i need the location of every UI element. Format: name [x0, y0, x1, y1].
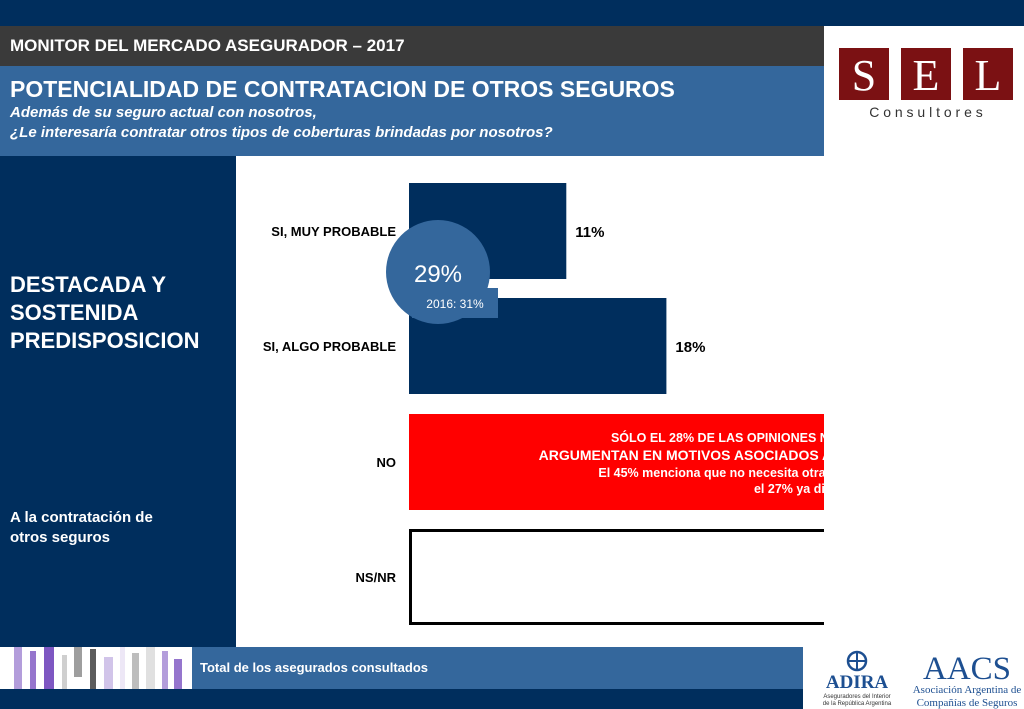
adira-sub-1: Aseguradores del Interior: [823, 694, 890, 700]
headline: DESTACADA Y SOSTENIDA PREDISPOSICION: [10, 271, 230, 355]
logo-box-e: [901, 48, 951, 100]
value-label-2: 18%: [675, 339, 705, 356]
sel-logo: S E L C o n s u l t o r e s: [839, 48, 1013, 120]
logo-tagline: C o n s u l t o r e s: [869, 104, 983, 120]
logo-letter-s: S: [852, 51, 876, 100]
base-note: A la contratación de otros seguros: [10, 508, 230, 548]
question-line-2: ¿Le interesaría contratar otros tipos de…: [10, 124, 553, 141]
annotation-line-3: El 45% menciona que no necesita otras co…: [598, 466, 824, 480]
logo-box-l: [963, 48, 1013, 100]
base-note-line-2: otros seguros: [10, 529, 111, 546]
pattern-stripe: [30, 651, 36, 689]
footer-note: Total de los asegurados consultados: [192, 647, 803, 689]
callout-value: 29%: [414, 261, 462, 288]
pattern-stripe: [132, 653, 139, 689]
annotation-line-2: ARGUMENTAN EN MOTIVOS ASOCIADOS AL SERVI…: [539, 447, 824, 463]
page-title: POTENCIALIDAD DE CONTRATACION DE OTROS S…: [10, 76, 675, 102]
pattern-stripe: [104, 657, 113, 689]
aacs-logo: AACS Asociación Argentina de Compañías d…: [913, 651, 1022, 709]
value-label-1: 11%: [575, 224, 604, 241]
category-label-3: NO: [377, 455, 397, 470]
pattern-stripe: [174, 659, 182, 689]
pattern-stripe: [62, 655, 67, 689]
pattern-stripe: [90, 649, 96, 689]
category-label-4: NS/NR: [356, 570, 397, 585]
pattern-stripe: [14, 647, 22, 689]
bar-4: [409, 529, 824, 625]
title-box: POTENCIALIDAD DE CONTRATACION DE OTROS S…: [0, 66, 824, 156]
pattern-stripe: [120, 647, 125, 689]
callout-previous-box: [412, 288, 498, 318]
category-label-2: SI, ALGO PROBABLE: [263, 339, 396, 354]
pattern-stripe: [146, 647, 155, 689]
headline-line-2: SOSTENIDA: [10, 300, 139, 325]
logo-letter-e: E: [913, 51, 940, 100]
adira-name: ADIRA: [826, 672, 889, 693]
bars-layer: SI, MUY PROBABLE 11% SI, ALGO PROBABLE 18% N…: [263, 183, 824, 625]
pattern-stripe: [44, 647, 54, 689]
bar-chart: SI, MUY PROBABLE 11% SI, ALGO PROBABLE 18% N…: [263, 183, 824, 625]
left-panel: DESTACADA Y SOSTENIDA PREDISPOSICION A l…: [0, 156, 236, 647]
combined-callout: 29% 2016: 31%: [386, 220, 498, 324]
adira-sub-2: de la República Argentina: [823, 701, 892, 707]
logo-box-s: [839, 48, 889, 100]
bar-3: [409, 414, 824, 510]
question-line-1: Además de su seguro actual con nosotros,: [10, 104, 317, 121]
pattern-stripe: [74, 647, 82, 677]
aacs-sub-1: Asociación Argentina de: [913, 684, 1022, 696]
top-band: [0, 0, 1024, 26]
pattern-stripe: [162, 651, 168, 689]
annotation-line-4: el 27% ya dispone de ellas: [754, 482, 824, 496]
annotation-line-1: SÓLO EL 28% DE LAS OPINIONES NEGATIVAS S…: [611, 430, 824, 445]
aacs-sub-2: Compañías de Seguros: [917, 697, 1018, 709]
no-bar-annotation: SÓLO EL 28% DE LAS OPINIONES NEGATIVAS S…: [539, 430, 824, 496]
footer-pattern: [0, 647, 192, 689]
callout-previous: 2016: 31%: [426, 297, 484, 311]
logo-letter-l: L: [975, 51, 1002, 100]
adira-logo: ADIRA Aseguradores del Interior de la Re…: [823, 650, 892, 707]
headline-line-3: PREDISPOSICION: [10, 328, 200, 353]
aacs-name: AACS: [923, 651, 1011, 687]
headline-line-1: DESTACADA Y: [10, 272, 167, 297]
base-note-line-1: A la contratación de: [10, 509, 153, 526]
category-label-1: SI, MUY PROBABLE: [271, 224, 396, 239]
bottom-band: [0, 689, 803, 709]
monitor-header: MONITOR DEL MERCADO ASEGURADOR – 2017: [0, 26, 824, 66]
